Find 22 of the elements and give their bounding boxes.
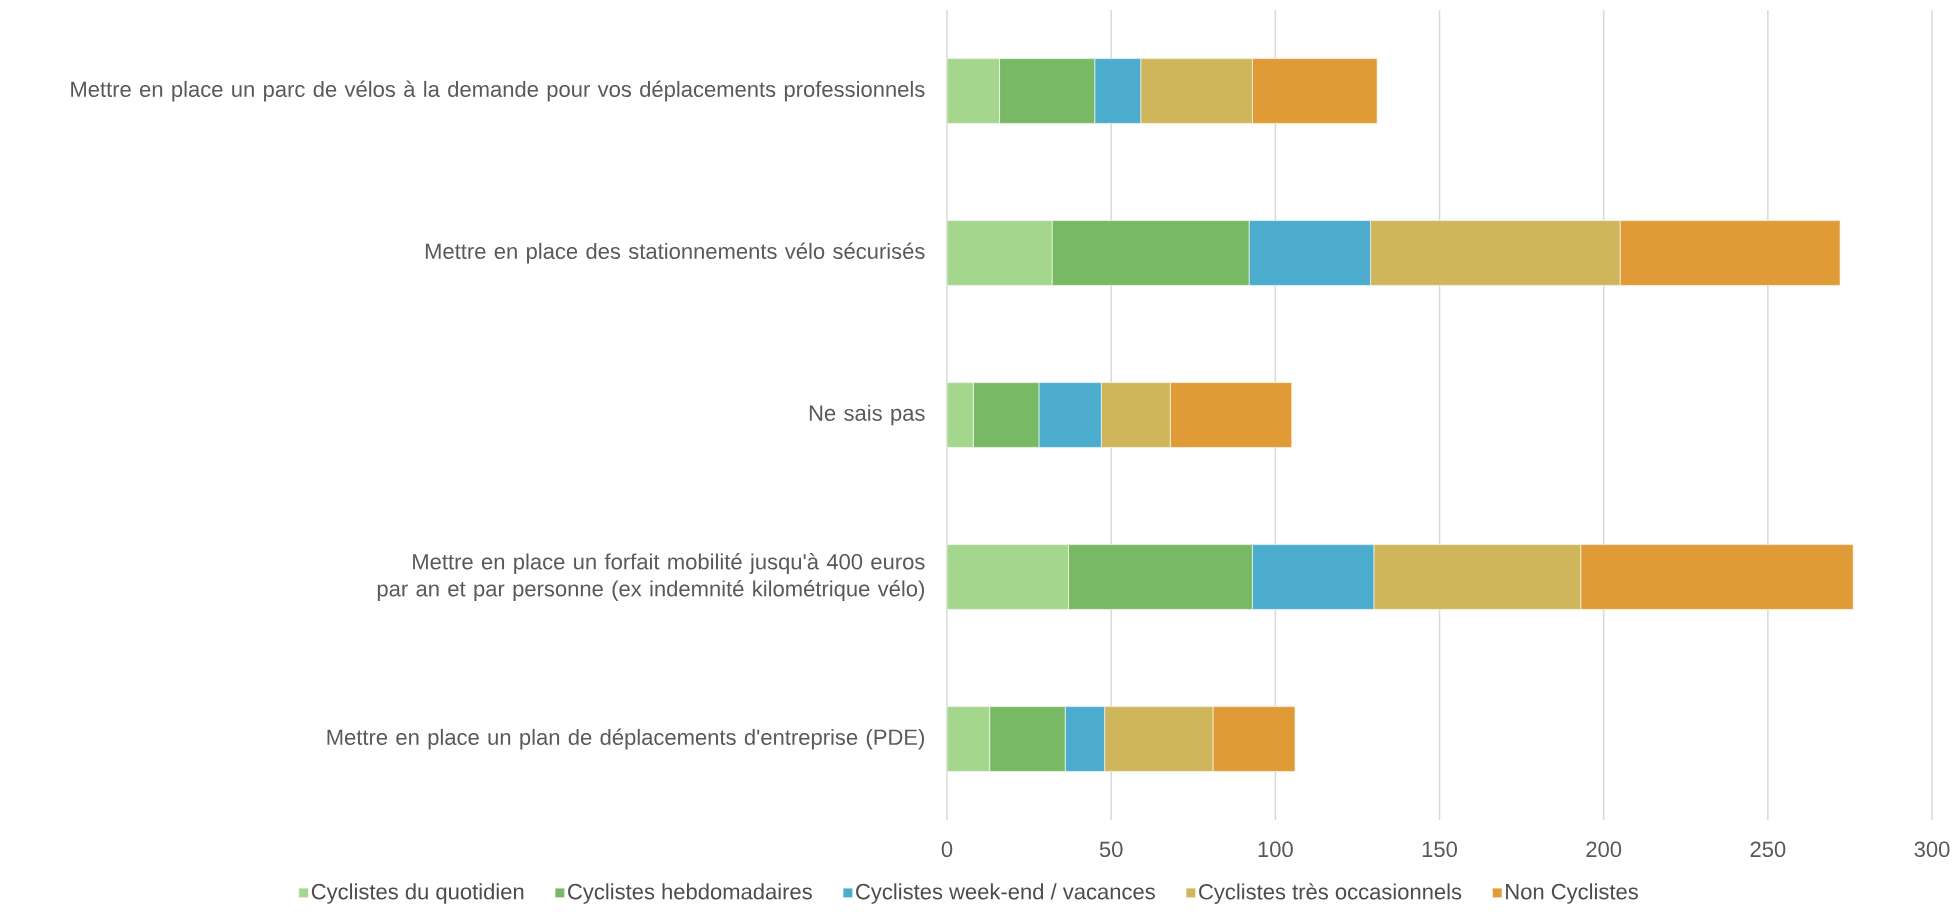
y-tick-label: Mettre en place des stationnements vélo sécurisés [425, 242, 925, 264]
x-tick-label: 100 [1258, 841, 1293, 858]
bar [947, 382, 974, 448]
bar [947, 706, 990, 772]
y-tick-label: Mettre en place un forfait mobilité jusqu'à 400 euros par an et par personne (ex indemnité kilométrique vélo) [377, 553, 925, 601]
bar [947, 220, 1053, 286]
x-tick-label: 300 [1914, 841, 1950, 858]
legend-label: Cyclistes hebdomadaires [568, 883, 812, 904]
bar [947, 544, 1069, 610]
y-tick-label: Mettre en place un parc de vélos à la demande pour vos déplacements professionnels [71, 80, 925, 102]
legend-label: Cyclistes week-end / vacances [856, 883, 1155, 904]
legend-label: Cyclistes très occasionnels [1199, 883, 1462, 904]
y-tick-label: Mettre en place un plan de déplacements d'entreprise (PDE) [327, 728, 924, 750]
y-tick-label: Ne sais pas [809, 404, 925, 426]
legend-label: Non Cyclistes [1506, 883, 1638, 904]
legend-label: Cyclistes du quotidien [311, 883, 524, 904]
x-tick-label: 50 [1099, 841, 1123, 858]
x-tick-label: 250 [1750, 841, 1786, 858]
bar [947, 58, 1000, 124]
x-tick-label: 0 [941, 841, 953, 858]
x-tick-label: 200 [1586, 841, 1622, 858]
x-tick-label: 150 [1422, 841, 1457, 858]
